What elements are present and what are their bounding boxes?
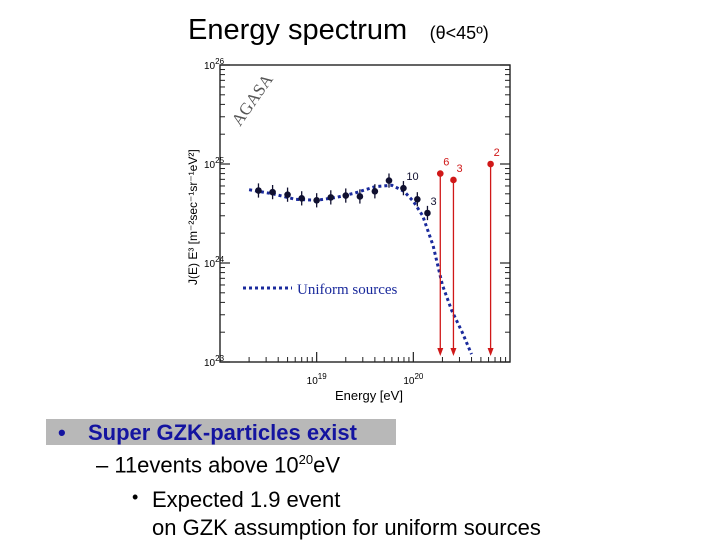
upper-limit-arrow: [450, 348, 457, 356]
data-point: [284, 191, 291, 198]
upper-limit-arrow: [487, 348, 494, 356]
data-point: [356, 193, 364, 200]
data-point: [313, 196, 320, 204]
title-main: Energy spectrum: [188, 14, 408, 46]
data-point: [424, 209, 431, 217]
data-point: [487, 160, 494, 168]
upper-limit-arrow: [437, 348, 444, 356]
event-count-label: 3: [430, 196, 436, 208]
y-tick-label: 1023: [204, 354, 225, 369]
data-point: [371, 187, 379, 195]
event-count-label: 10: [406, 171, 418, 183]
x-tick-label: 1019: [307, 372, 328, 387]
bullet-gzk-assumption: on GZK assumption for uniform sources: [152, 515, 541, 540]
bullet-event-count: – 11events above 1020eV: [96, 452, 340, 478]
plot-frame: [219, 64, 511, 363]
y-tick-label: 1026: [204, 57, 225, 72]
uniform-sources-curve: [248, 183, 473, 355]
bullet-event-count-prefix: – 11events above 10: [96, 452, 299, 478]
highlight-box: [46, 419, 396, 445]
bullet-event-count-exponent: 20: [298, 452, 314, 467]
data-point: [414, 195, 421, 203]
event-count-label: 3: [456, 163, 462, 175]
y-tick-label: 1025: [204, 156, 225, 171]
data-point: [269, 188, 276, 196]
bullet-event-count-suffix: eV: [313, 452, 341, 478]
title-angle-condition: (θ<45º): [429, 23, 489, 43]
bullet-gzk-exist: Super GZK-particles exist: [88, 420, 357, 445]
slide-title: Energy spectrum (θ<45º): [188, 14, 489, 47]
data-point: [400, 184, 407, 192]
y-tick-label: 1024: [204, 255, 225, 270]
agasa-watermark: AGASA: [228, 70, 278, 129]
x-axis-label: Energy [eV]: [335, 388, 403, 403]
bullet-dot: •: [58, 420, 66, 445]
bullet-expected: Expected 1.9 event: [152, 487, 341, 512]
data-point: [450, 176, 457, 184]
y-axis-label: J(E) E³ [m⁻²sec⁻¹sr⁻¹eV²]: [186, 149, 200, 285]
legend-label: Uniform sources: [297, 282, 398, 298]
event-count-label: 2: [494, 147, 500, 159]
data-point: [298, 195, 305, 202]
x-tick-label: 1020: [403, 372, 424, 387]
sub-bullet-dot: •: [132, 487, 139, 507]
data-point: [327, 194, 335, 201]
data-point: [436, 170, 444, 177]
event-count-label: 6: [443, 157, 449, 169]
data-point: [342, 192, 350, 199]
data-point: [385, 177, 393, 184]
data-point: [255, 187, 262, 194]
